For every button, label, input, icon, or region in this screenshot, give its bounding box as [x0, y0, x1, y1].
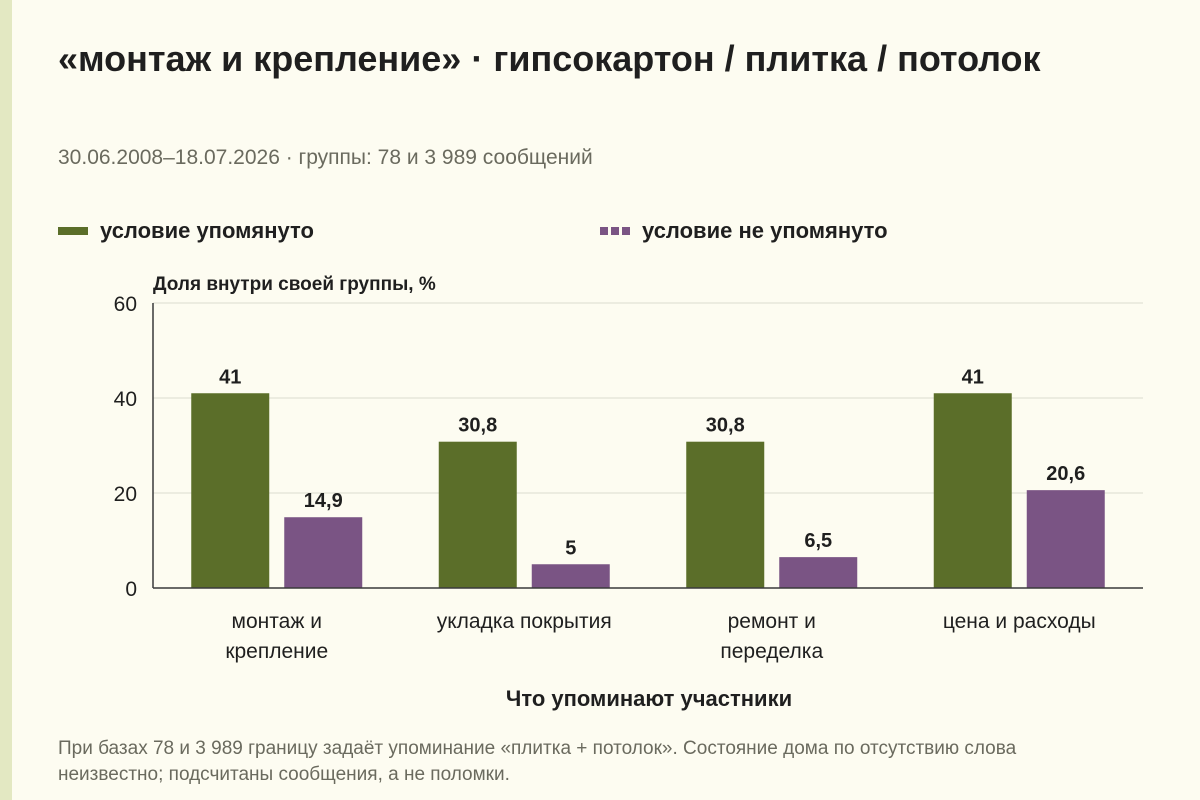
bar-mentioned [686, 441, 765, 588]
bar-value-label: 41 [219, 366, 241, 388]
bar-not-mentioned [779, 557, 858, 588]
y-tick-label: 0 [125, 578, 137, 601]
x-tick-label: монтаж и крепление [225, 610, 328, 663]
bar-not-mentioned [284, 517, 363, 588]
bar-not-mentioned [531, 564, 610, 588]
bar-value-label: 41 [962, 366, 984, 388]
bar-chart: 41 14,9 30,8 5 30,8 6,5 41 20,6 0 20 40 60 монтаж и… [114, 274, 1143, 711]
bar-value-label: 30,8 [706, 415, 745, 437]
bar-value-label: 6,5 [804, 530, 832, 552]
y-tick-label: 40 [114, 388, 137, 411]
legend-swatch-not-mentioned [600, 227, 630, 235]
left-accent-strip [0, 0, 12, 800]
bar-value-label: 20,6 [1046, 463, 1085, 485]
bar-not-mentioned [1026, 490, 1105, 588]
bars [191, 393, 1105, 588]
x-tick-label: ремонт и переделка [720, 610, 823, 663]
y-axis-label: Доля внутри своей группы, % [153, 274, 436, 295]
x-tick-label: цена и расходы [943, 610, 1096, 633]
legend-item-not-mentioned: условие не упомянуто [600, 218, 888, 244]
chart-subtitle: 30.06.2008–18.07.2026 · группы: 78 и 3 9… [58, 146, 593, 169]
legend-label-not-mentioned: условие не упомянуто [642, 218, 888, 243]
legend: условие упомянуто условие не упомянуто [0, 218, 1200, 248]
legend-item-mentioned: условие упомянуто [58, 218, 314, 244]
x-tick-label: укладка покрытия [437, 610, 612, 633]
bar-mentioned [438, 441, 517, 588]
y-tick-label: 20 [114, 483, 137, 506]
x-axis-label: Что упоминают участники [506, 686, 792, 711]
legend-swatch-mentioned [58, 227, 88, 235]
bar-value-label: 5 [565, 537, 576, 559]
chart-caption: При базах 78 и 3 989 границу задаёт упом… [58, 738, 1017, 785]
y-tick-label: 60 [114, 293, 137, 316]
bar-mentioned [933, 393, 1012, 588]
bar-value-label: 30,8 [458, 415, 497, 437]
legend-label-mentioned: условие упомянуто [100, 218, 314, 243]
bar-mentioned [191, 393, 270, 588]
chart-title: «монтаж и крепление» · гипсокартон / пли… [58, 38, 1041, 79]
axes: 0 20 40 60 монтаж и крепление укладка покрытия… [114, 293, 1143, 663]
bar-value-label: 14,9 [304, 490, 343, 512]
value-labels: 41 14,9 30,8 5 30,8 6,5 41 20,6 [219, 366, 1085, 559]
